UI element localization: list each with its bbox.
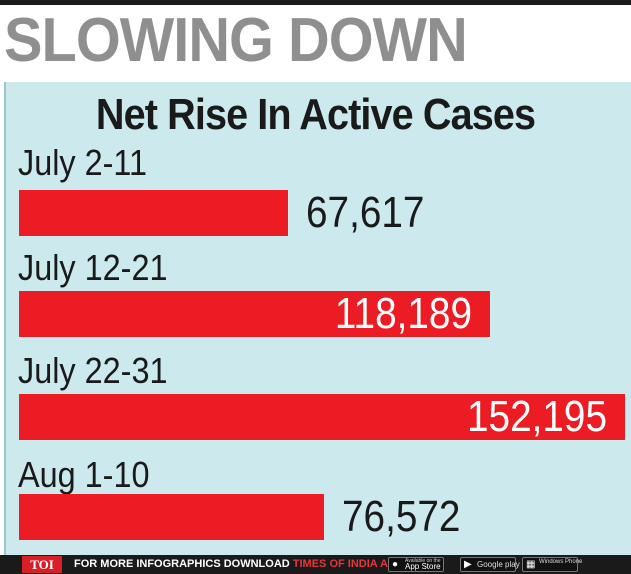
category-label: July 2-11 xyxy=(18,142,148,183)
app-store-label: App Store xyxy=(405,562,441,571)
footer-promo-text: FOR MORE INFOGRAPHICS DOWNLOAD xyxy=(74,558,293,570)
windows-icon: ▦ xyxy=(526,559,536,570)
value-label: 118,189 xyxy=(334,289,472,338)
play-icon: ▶ xyxy=(464,559,472,570)
bar xyxy=(19,190,288,236)
value-label: 67,617 xyxy=(306,188,425,237)
category-label: July 22-31 xyxy=(18,350,168,391)
apple-icon: ● xyxy=(392,559,399,570)
footer-bar: TOI FOR MORE INFOGRAPHICS DOWNLOAD TIMES… xyxy=(0,555,631,574)
headline: SLOWING DOWN xyxy=(4,6,468,75)
google-play-label: Google play xyxy=(477,560,520,569)
top-rule xyxy=(0,0,631,5)
google-play-badge[interactable]: ▶ Google play xyxy=(460,557,520,572)
category-label: July 12-21 xyxy=(18,247,168,288)
toi-logo: TOI xyxy=(22,556,62,573)
bar xyxy=(19,494,324,540)
bar xyxy=(19,394,625,440)
windows-phone-badge[interactable]: ▦ Windows Phone xyxy=(522,557,582,572)
footer-app-name: TIMES OF INDIA APP xyxy=(292,558,403,570)
app-store-small-label: Available on the xyxy=(405,558,441,564)
windows-phone-label: Windows Phone xyxy=(539,559,583,565)
value-label: 76,572 xyxy=(342,492,461,541)
footer-promo: FOR MORE INFOGRAPHICS DOWNLOAD TIMES OF … xyxy=(74,555,403,574)
value-label: 152,195 xyxy=(467,392,607,441)
category-label: Aug 1-10 xyxy=(18,454,150,495)
app-store-badge[interactable]: ● Available on the App Store xyxy=(388,557,444,572)
bar xyxy=(19,291,490,337)
chart-title: Net Rise In Active Cases xyxy=(95,90,536,139)
